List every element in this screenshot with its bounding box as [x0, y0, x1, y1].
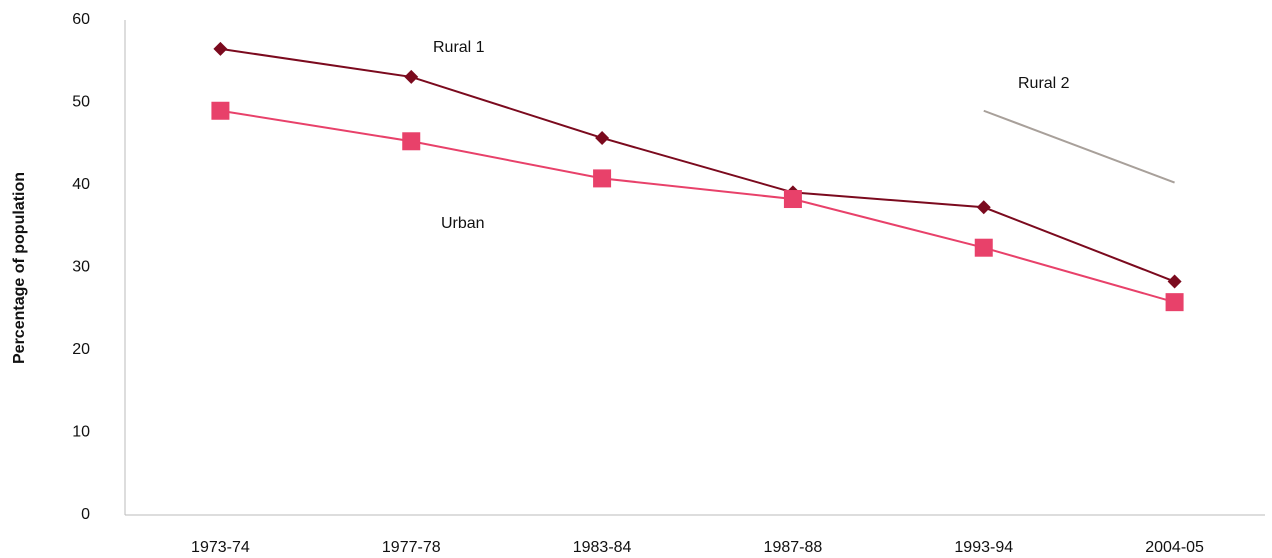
series-line: [983, 109, 1175, 184]
y-tick-label: 50: [72, 94, 90, 111]
x-tick-label: 1993-94: [954, 539, 1013, 556]
y-tick-label: 40: [72, 176, 90, 193]
marker: [211, 101, 230, 120]
series-label: Rural 1: [433, 39, 485, 56]
marker: [1165, 293, 1184, 312]
marker: [1167, 274, 1182, 289]
marker: [783, 190, 802, 209]
x-tick-label: 1977-78: [382, 539, 441, 556]
y-tick-label: 20: [72, 341, 90, 358]
marker: [402, 132, 421, 151]
x-tick-label: 1983-84: [573, 539, 632, 556]
x-tick-label: 2004-05: [1145, 539, 1204, 556]
marker: [595, 130, 610, 145]
marker: [976, 200, 991, 215]
y-tick-label: 30: [72, 259, 90, 276]
marker: [974, 238, 993, 257]
series-label: Urban: [441, 215, 485, 232]
series-line: [220, 47, 1175, 283]
y-axis-title: Percentage of population: [11, 172, 28, 364]
marker: [213, 41, 228, 56]
marker: [593, 169, 612, 188]
y-tick-label: 60: [72, 11, 90, 28]
series-line: [220, 109, 1175, 304]
y-tick-label: 0: [81, 506, 90, 523]
x-tick-label: 1987-88: [764, 539, 823, 556]
y-tick-label: 10: [72, 424, 90, 441]
series-label: Rural 2: [1018, 75, 1070, 92]
x-tick-label: 1973-74: [191, 539, 250, 556]
marker: [404, 69, 419, 84]
